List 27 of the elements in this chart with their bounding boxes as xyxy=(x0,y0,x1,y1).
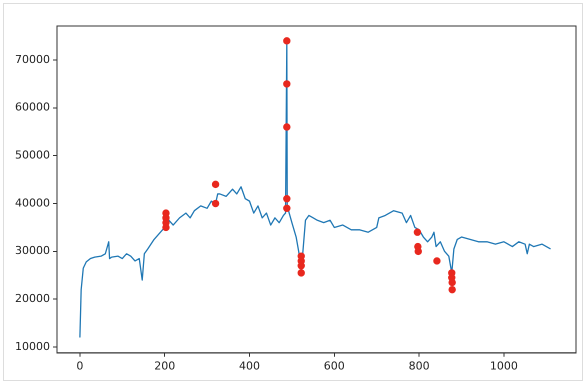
point xyxy=(283,123,291,131)
point xyxy=(283,195,291,202)
y-tick-label: 50000 xyxy=(14,148,50,162)
point xyxy=(298,269,305,277)
point xyxy=(212,180,220,188)
x-tick-label: 600 xyxy=(324,359,345,372)
point xyxy=(448,286,456,294)
point xyxy=(414,228,422,236)
point xyxy=(212,200,220,208)
point xyxy=(414,248,422,256)
y-tick-label: 60000 xyxy=(14,100,50,114)
y-tick-label: 10000 xyxy=(14,340,50,353)
x-tick-label: 800 xyxy=(408,359,430,372)
point xyxy=(283,80,291,88)
x-tick-label: 1000 xyxy=(490,359,518,372)
point xyxy=(298,262,305,270)
x-tick-label: 0 xyxy=(76,359,84,372)
point xyxy=(433,257,441,265)
x-tick-label: 200 xyxy=(154,359,176,372)
y-tick-label: 20000 xyxy=(14,292,50,306)
x-tick-label: 400 xyxy=(239,359,260,372)
point xyxy=(448,278,456,286)
point xyxy=(283,37,291,45)
y-tick-label: 30000 xyxy=(14,244,50,258)
point xyxy=(283,204,291,212)
y-tick-label: 40000 xyxy=(14,196,50,210)
y-tick-label: 70000 xyxy=(14,52,50,66)
